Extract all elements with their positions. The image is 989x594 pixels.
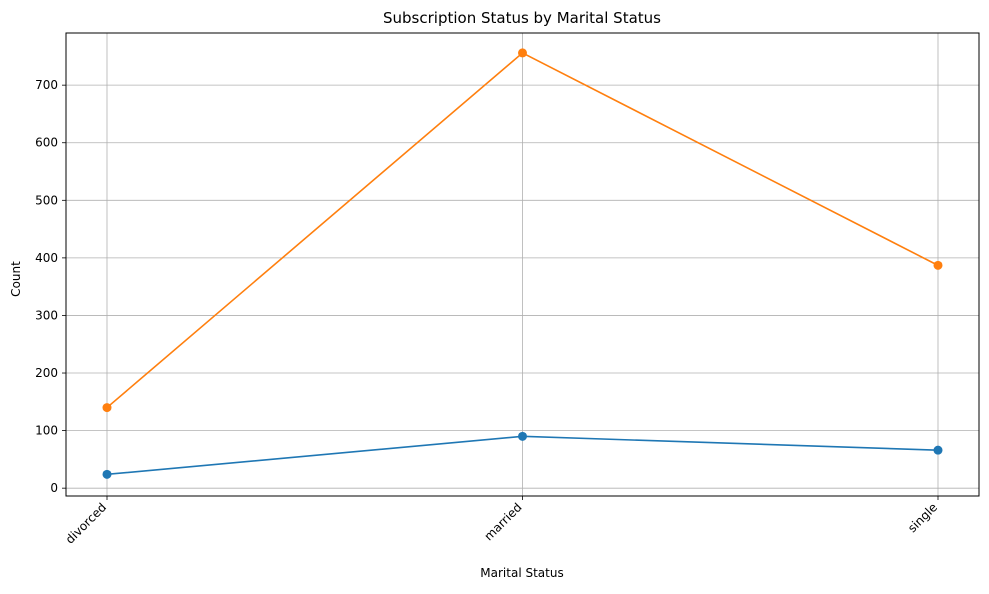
- chart-title: Subscription Status by Marital Status: [383, 9, 661, 27]
- x-tick-label: divorced: [63, 500, 109, 546]
- data-point: [933, 445, 943, 455]
- x-axis-label: Marital Status: [480, 566, 563, 580]
- y-tick-label: 500: [35, 193, 58, 207]
- grid-lines: [66, 33, 979, 496]
- x-tick-label: married: [481, 500, 524, 543]
- data-point: [518, 48, 527, 58]
- data-point: [102, 403, 112, 413]
- data-point: [102, 469, 112, 479]
- y-tick-label: 400: [35, 251, 58, 265]
- y-tick-label: 0: [50, 481, 58, 495]
- axis-ticks: 0 100 200 300 400 500 600 700 divorced married sin…: [35, 78, 940, 546]
- y-tick-label: 600: [35, 136, 58, 150]
- data-point: [933, 260, 943, 270]
- series-group: [102, 48, 943, 479]
- x-tick-label: single: [905, 500, 940, 535]
- series-2: [102, 48, 943, 413]
- y-tick-label: 700: [35, 78, 58, 92]
- data-point: [518, 431, 527, 441]
- y-tick-label: 100: [35, 424, 58, 438]
- y-axis-label: Count: [9, 261, 23, 297]
- series-1: [102, 431, 943, 479]
- y-tick-label: 200: [35, 366, 58, 380]
- y-tick-label: 300: [35, 308, 58, 322]
